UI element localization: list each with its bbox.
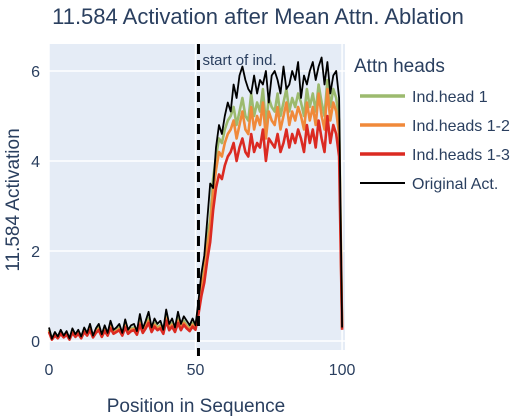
x-axis-title: Position in Sequence xyxy=(107,396,286,416)
legend: Attn heads Ind.head 1 Ind.heads 1-2 Ind.he… xyxy=(354,56,510,193)
y-tick-label: 6 xyxy=(31,64,40,81)
legend-label: Ind.heads 1-2 xyxy=(412,118,510,135)
legend-label: Original Act. xyxy=(412,176,498,193)
chart-title: 11.584 Activation after Mean Attn. Ablat… xyxy=(52,4,464,29)
y-tick-label: 2 xyxy=(31,244,40,261)
x-tick-label: 0 xyxy=(45,362,54,379)
series-line xyxy=(47,114,344,341)
legend-label: Ind.heads 1-3 xyxy=(412,147,510,164)
y-axis-ticks: 0 2 4 6 xyxy=(31,64,40,351)
start-annotation: start of ind. xyxy=(202,52,276,69)
x-axis-ticks: 0 50 100 xyxy=(45,362,356,379)
series-line xyxy=(48,56,343,340)
series-lines xyxy=(47,56,344,341)
x-tick-label: 50 xyxy=(187,362,205,379)
y-tick-label: 0 xyxy=(31,334,40,351)
y-axis-title: 11.584 Activation xyxy=(3,128,24,271)
x-tick-label: 100 xyxy=(329,362,356,379)
y-tick-label: 4 xyxy=(31,154,40,171)
legend-label: Ind.head 1 xyxy=(412,89,488,106)
legend-title: Attn heads xyxy=(354,56,445,77)
